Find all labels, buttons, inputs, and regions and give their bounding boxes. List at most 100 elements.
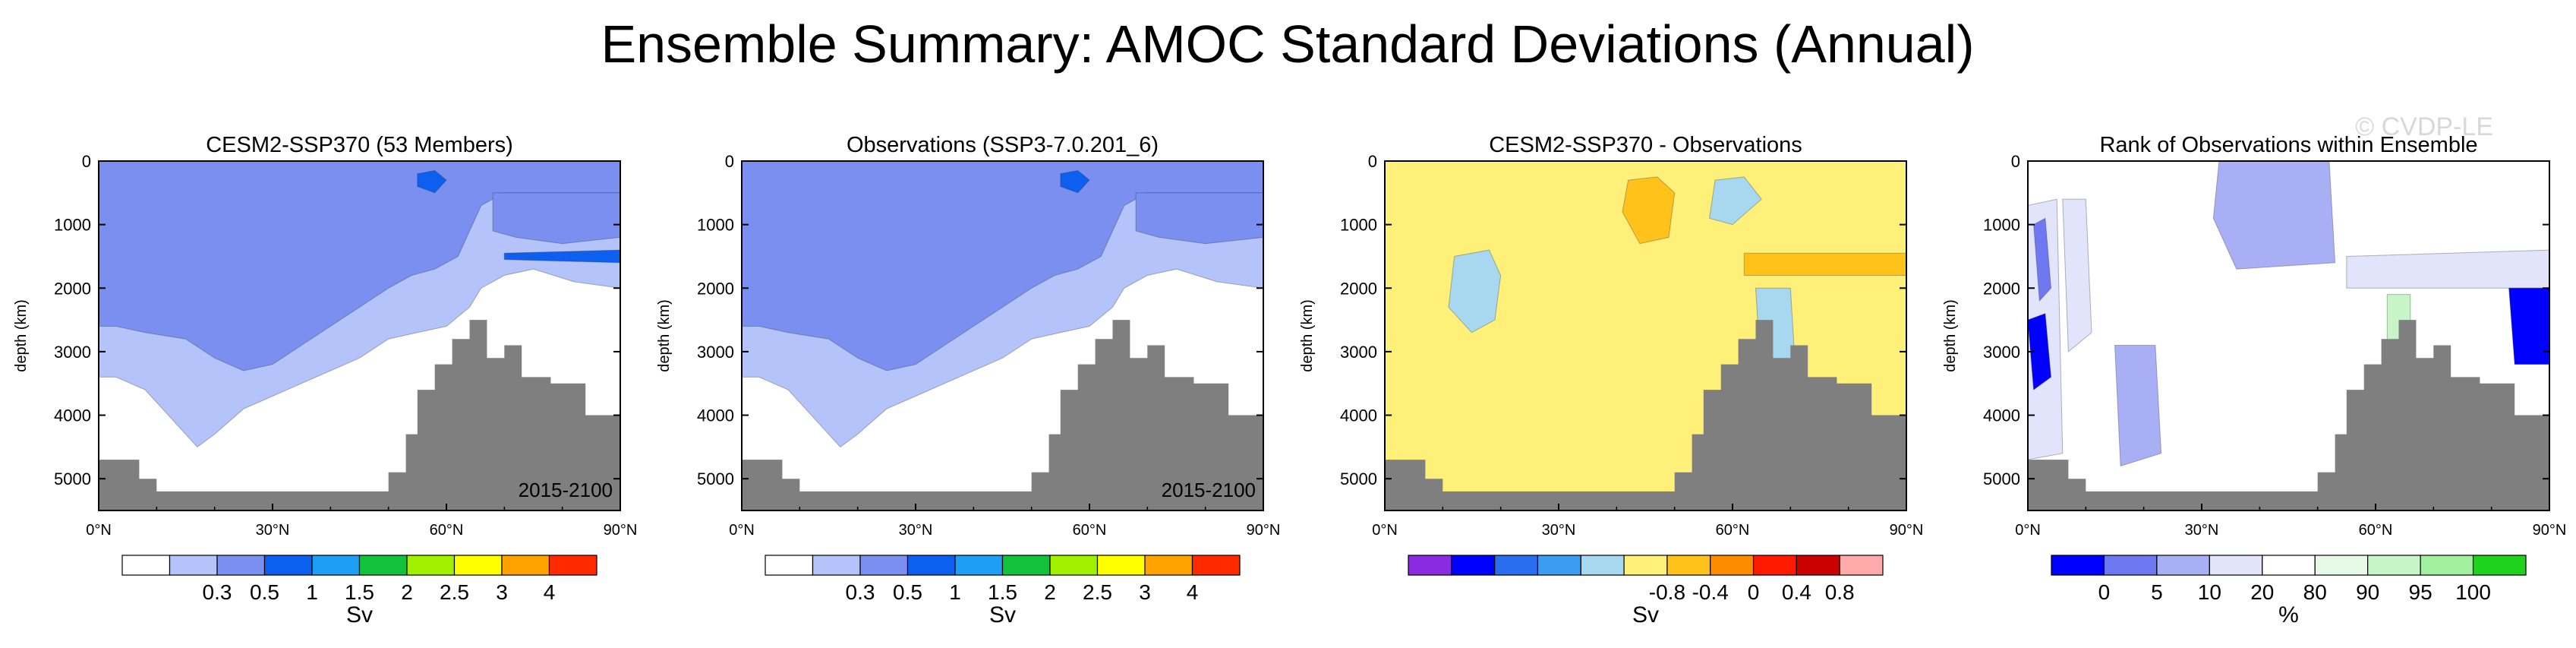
- colorbar-cell: [1049, 555, 1099, 576]
- colorbar-cell: [954, 555, 1004, 576]
- rank-region-10: [2212, 160, 2336, 270]
- y-tick-label: 3000: [54, 343, 91, 362]
- colorbar: 0.3 0.5 1 1.5 2 2.5 3 4 Sv: [765, 555, 1241, 627]
- panel-title: CESM2-SSP370 (53 Members): [206, 133, 513, 157]
- y-axis-label: depth (km): [1942, 299, 1959, 372]
- y-tick-label: 2000: [1983, 279, 2020, 298]
- colorbar-label: 20: [2250, 580, 2274, 604]
- y-axis-label: depth (km): [1299, 299, 1316, 372]
- colorbar-cell: [311, 555, 361, 576]
- x-tick-label: 0°N: [86, 522, 112, 539]
- bathymetry-mask: [1385, 320, 1906, 510]
- y-tick-label: 0: [725, 152, 734, 171]
- y-tick-label: 1000: [54, 216, 91, 235]
- colorbar-label: 2.5: [1083, 580, 1112, 604]
- plot-frame: [98, 160, 621, 511]
- panel-title: Observations (SSP3-7.0.201_6): [847, 133, 1159, 157]
- colorbar-cell: [2472, 555, 2527, 576]
- colorbar-cell: [2103, 555, 2158, 576]
- contour-region-1: [1060, 169, 1090, 194]
- y-tick-label: 5000: [697, 469, 734, 488]
- colorbar-cell: [169, 555, 218, 576]
- colorbar-cell: [2262, 555, 2316, 576]
- colorbar-cell: [765, 555, 814, 576]
- field-area: [98, 160, 621, 510]
- y-tick-label: 5000: [54, 469, 91, 488]
- rank-region-0c: [2508, 287, 2550, 365]
- plot-frame: [2027, 160, 2550, 511]
- panel-title: Rank of Observations within Ensemble: [2099, 133, 2477, 157]
- x-tick-label: 60°N: [1716, 522, 1750, 539]
- colorbar-cell: [1839, 555, 1884, 576]
- y-tick-label: 3000: [1983, 343, 2020, 362]
- colorbar-units: Sv: [346, 602, 373, 627]
- colorbar-label: 1: [306, 580, 318, 604]
- colorbar-label: 10: [2198, 580, 2221, 604]
- contour-region-0.5b: [492, 192, 621, 245]
- y-tick-label: 4000: [1340, 406, 1377, 425]
- y-tick-label: 1000: [1983, 216, 2020, 235]
- colorbar-cell: [2420, 555, 2474, 576]
- colorbar: 0 5 10 20 80 90 95 100%: [2051, 555, 2527, 627]
- colorbar-cell: [1710, 555, 1755, 576]
- y-tick-label: 0: [2011, 152, 2020, 171]
- colorbar-cell: [216, 555, 266, 576]
- period-label: 2015-2100: [519, 479, 613, 501]
- colorbar-label: 5: [2151, 580, 2163, 604]
- colorbar-label: 0.4: [1782, 580, 1811, 604]
- contour-region-pos: [1622, 176, 1676, 245]
- colorbar-label: 1: [949, 580, 961, 604]
- x-tick-label: 30°N: [256, 522, 290, 539]
- colorbar-cell: [1666, 555, 1711, 576]
- colorbar-label: 3: [1139, 580, 1151, 604]
- colorbar-label: 0.3: [203, 580, 232, 604]
- contour-region-0.5b: [1135, 192, 1264, 245]
- colorbar-label: 2: [401, 580, 413, 604]
- bathymetry-mask: [2028, 320, 2549, 510]
- colorbar-cell: [1623, 555, 1668, 576]
- colorbar-cell: [906, 555, 956, 576]
- y-tick-label: 2000: [1340, 279, 1377, 298]
- colorbar-label: 0: [1748, 580, 1760, 604]
- x-tick-label: 90°N: [1247, 522, 1281, 539]
- colorbar-label: 0.5: [250, 580, 279, 604]
- colorbar-label: 4: [1187, 580, 1199, 604]
- colorbar-cell: [263, 555, 313, 576]
- colorbar: 0.3 0.5 1 1.5 2 2.5 3 4 Sv: [121, 555, 597, 627]
- panel-2: Observations (SSP3-7.0.201_6)01000200030…: [656, 133, 1280, 627]
- colorbar-cell: [501, 555, 550, 576]
- colorbar-cell: [453, 555, 503, 576]
- colorbar-cell: [1408, 555, 1452, 576]
- colorbar-cell: [1144, 555, 1193, 576]
- colorbar-cell: [2209, 555, 2263, 576]
- colorbar-cell: [1537, 555, 1581, 576]
- plot-frame: [741, 160, 1264, 511]
- colorbar-label: 80: [2303, 580, 2327, 604]
- period-label: 2015-2100: [1162, 479, 1256, 501]
- x-tick-label: 60°N: [2359, 522, 2393, 539]
- contour-region-neg: [1448, 249, 1502, 333]
- y-tick-label: 1000: [1340, 216, 1377, 235]
- x-tick-label: 60°N: [1073, 522, 1107, 539]
- colorbar-cell: [1096, 555, 1146, 576]
- colorbar-cell: [121, 555, 171, 576]
- colorbar-label: -0.8: [1649, 580, 1685, 604]
- panel-1: CESM2-SSP370 (53 Members)010002000300040…: [13, 133, 637, 627]
- colorbar-label: 90: [2356, 580, 2379, 604]
- x-tick-label: 90°N: [1890, 522, 1924, 539]
- colorbar-label: 0.8: [1825, 580, 1855, 604]
- field-area: [2027, 160, 2550, 510]
- colorbar-label: 3: [496, 580, 508, 604]
- rank-region-10b: [2114, 345, 2162, 467]
- plot-frame: [1384, 160, 1907, 511]
- bathymetry-mask: [99, 320, 620, 510]
- colorbar-label: 95: [2409, 580, 2433, 604]
- colorbar-cell: [1752, 555, 1797, 576]
- colorbar-cell: [812, 555, 861, 576]
- x-tick-label: 0°N: [729, 522, 755, 539]
- y-tick-label: 0: [1368, 152, 1377, 171]
- colorbar-label: 2: [1044, 580, 1056, 604]
- panel-3: CESM2-SSP370 - Observations 0 1000 2000 3000…: [1299, 133, 1923, 627]
